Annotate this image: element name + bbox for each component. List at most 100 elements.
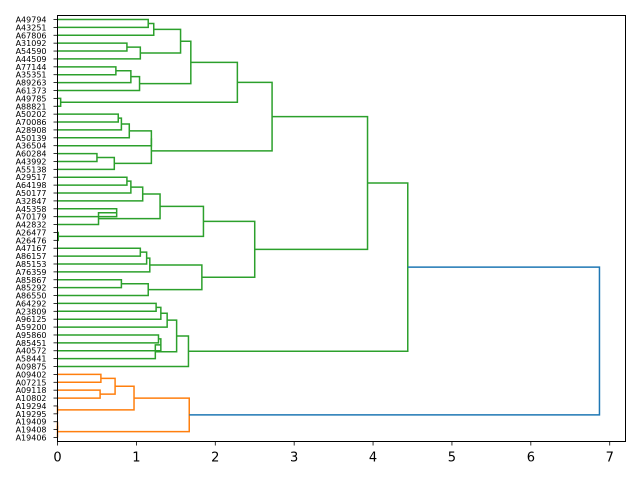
leaf-label: A19408 xyxy=(16,426,47,435)
dendrogram-link xyxy=(155,319,178,353)
leaf-label: A26476 xyxy=(16,236,47,245)
dendrogram-link xyxy=(57,75,141,92)
leaf-label: A19294 xyxy=(16,402,47,411)
dendrogram-link xyxy=(57,117,123,131)
dendrogram-link xyxy=(57,180,132,194)
leaf-label: A19409 xyxy=(16,418,47,427)
leaf-label: A85451 xyxy=(16,339,47,348)
leaf-label: A86550 xyxy=(16,292,47,301)
leaf-label: A50202 xyxy=(16,110,47,119)
leaf-label: A31092 xyxy=(16,39,47,48)
dendrogram-link xyxy=(57,70,132,84)
dendrogram-links xyxy=(56,18,601,438)
dendrogram-link xyxy=(148,264,203,291)
leaf-label: A07215 xyxy=(16,378,47,387)
leaf-label: A89263 xyxy=(16,79,47,88)
leaf-label: A64292 xyxy=(16,299,47,308)
leaf-label: A19406 xyxy=(16,434,47,443)
dendrogram-link xyxy=(57,123,131,139)
dendrogram-link xyxy=(57,306,162,320)
dendrogram-link xyxy=(57,397,190,433)
leaf-label: A64198 xyxy=(16,181,47,190)
leaf-label: A09118 xyxy=(16,386,47,395)
leaf-label: A58441 xyxy=(16,355,47,364)
dendrogram-link xyxy=(98,193,161,220)
x-tick-label: 3 xyxy=(290,451,298,466)
x-tick-label: 0 xyxy=(53,451,61,466)
leaf-label: A43992 xyxy=(16,157,47,166)
leaf-label: A70086 xyxy=(16,118,47,127)
dendrogram-link xyxy=(201,220,256,279)
leaf-label: A86157 xyxy=(16,252,47,261)
leaf-label: A29517 xyxy=(16,173,47,182)
x-tick-label: 7 xyxy=(606,451,614,466)
dendrogram-link xyxy=(57,251,148,265)
dendrogram-link xyxy=(151,81,273,152)
dendrogram-link xyxy=(57,42,128,52)
plot-frame xyxy=(57,15,626,442)
leaf-label: A77144 xyxy=(16,63,47,72)
leaf-label: A09875 xyxy=(16,363,47,372)
leaf-label: A49785 xyxy=(16,94,47,103)
dendrogram-link xyxy=(57,211,117,226)
dendrogram-link xyxy=(254,115,369,251)
dendrogram-link xyxy=(114,138,153,165)
dendrogram-link xyxy=(57,186,144,202)
leaf-label: A70179 xyxy=(16,213,47,222)
dendrogram-link xyxy=(57,257,151,273)
x-axis: 0 1 2 3 4 5 6 7 xyxy=(53,441,614,466)
dendrogram-link xyxy=(57,46,142,60)
leaf-label: A85867 xyxy=(16,276,47,285)
leaf-label: A26477 xyxy=(16,228,47,237)
dendrogram-link xyxy=(57,373,102,384)
leaf-label: A88821 xyxy=(16,102,47,111)
dendrogram-link xyxy=(57,208,118,218)
leaf-label: A50177 xyxy=(16,189,47,198)
x-tick-label: 2 xyxy=(211,451,219,466)
leaf-label: A09402 xyxy=(16,370,47,379)
dendrogram-link xyxy=(57,338,162,352)
dendrogram-link xyxy=(57,279,123,289)
leaf-label: A61373 xyxy=(16,86,47,95)
leaf-label: A45358 xyxy=(16,205,47,214)
leaf-label: A95860 xyxy=(16,331,47,340)
leaf-labels: A49794A43251A67806A31092A54590A44509A771… xyxy=(16,16,58,443)
dendrogram-link xyxy=(139,40,192,85)
leaf-label: A35351 xyxy=(16,71,47,80)
leaf-label: A50139 xyxy=(16,134,47,143)
leaf-label: A60284 xyxy=(16,150,47,159)
dendrogram-link xyxy=(57,113,119,123)
leaf-label: A10802 xyxy=(16,394,47,403)
leaf-label: A85153 xyxy=(16,260,47,269)
leaf-label: A43251 xyxy=(16,23,47,32)
x-tick-label: 5 xyxy=(448,451,456,466)
leaf-label: A44509 xyxy=(16,55,47,64)
leaf-label: A28908 xyxy=(16,126,47,135)
dendrogram-link xyxy=(189,266,601,416)
leaf-label: A59200 xyxy=(16,323,47,332)
leaf-label: A54590 xyxy=(16,47,47,56)
dendrogram-link xyxy=(57,18,149,29)
dendrogram-link xyxy=(57,385,135,411)
dendrogram-link xyxy=(57,156,116,171)
dendrogram-link xyxy=(57,389,101,399)
leaf-label: A67806 xyxy=(16,31,47,40)
leaf-label: A49794 xyxy=(16,16,47,25)
leaf-label: A76359 xyxy=(16,268,47,277)
x-tick-label: 6 xyxy=(527,451,535,466)
dendrogram-link xyxy=(57,152,98,163)
leaf-label: A32847 xyxy=(16,197,47,206)
dendrogram-link xyxy=(100,377,116,395)
dendrogram-link xyxy=(57,302,157,313)
dendrogram-link xyxy=(57,176,128,186)
leaf-label: A40572 xyxy=(16,347,47,356)
dendrogram-link xyxy=(188,182,409,352)
dendrogram-link xyxy=(57,66,117,76)
dendrogram-link xyxy=(140,28,182,54)
dendrogram-link xyxy=(57,282,149,297)
dendrogram-link xyxy=(57,22,155,37)
dendrogram-link xyxy=(58,205,205,238)
leaf-label: A42832 xyxy=(16,221,47,230)
dendrogram-link xyxy=(57,247,142,257)
leaf-label: A36504 xyxy=(16,142,47,151)
